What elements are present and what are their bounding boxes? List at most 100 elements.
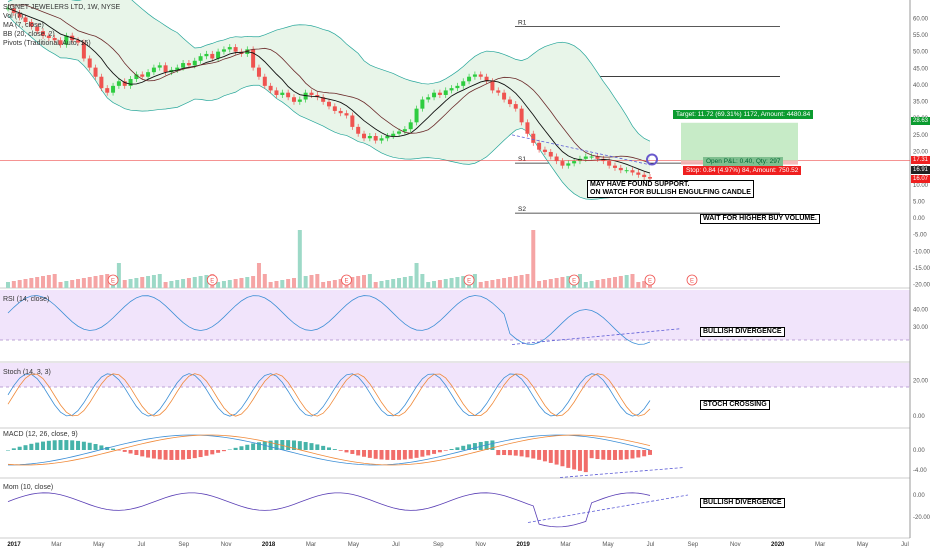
macd-histogram-bar [449, 448, 454, 450]
price-tick-label: -20.00 [913, 283, 931, 289]
earnings-marker-label: E [111, 279, 115, 285]
stoch-crossing-note: STOCH CROSSING [700, 400, 770, 410]
macd-histogram-bar [303, 442, 308, 450]
macd-histogram-bar [216, 450, 221, 453]
macd-histogram-bar [443, 450, 448, 451]
macd-histogram-bar [111, 448, 116, 450]
macd-panel-title[interactable]: MACD (12, 26, close, 9) [3, 431, 78, 438]
bb-legend[interactable]: BB (20, close, 2) [3, 31, 55, 38]
macd-histogram-bar [577, 450, 582, 471]
pivot-label-r1: R1 [518, 20, 527, 27]
rsi-panel-title[interactable]: RSI (14, close) [3, 296, 50, 303]
candle-body [350, 115, 355, 127]
volume-bar [607, 278, 612, 288]
volume-bar [583, 282, 588, 288]
macd-histogram-bar [291, 440, 296, 450]
candle-body [105, 88, 110, 93]
candle-body [542, 149, 547, 152]
volume-bar [198, 276, 203, 288]
stoch-band [0, 363, 910, 387]
macd-histogram-bar [595, 450, 600, 460]
earnings-marker-label: E [690, 279, 694, 285]
macd-histogram-bar [426, 450, 431, 456]
candle-body [344, 113, 349, 116]
macd-histogram-bar [163, 450, 168, 460]
mom-panel-title[interactable]: Mom (10, close) [3, 484, 54, 491]
macd-histogram-bar [367, 450, 372, 458]
macd-histogram-bar [630, 450, 635, 459]
candle-body [116, 81, 121, 86]
macd-histogram-bar [227, 449, 232, 450]
macd-histogram-bar [484, 441, 489, 450]
earnings-marker-label: E [467, 279, 471, 285]
stoch-panel-title[interactable]: Stoch (14, 3, 3) [3, 369, 51, 376]
volume-bar [455, 277, 460, 288]
macd-histogram-bar [612, 450, 617, 460]
volume-bar [227, 280, 232, 288]
symbol-legend[interactable]: SIGNET JEWELERS LTD, 1W, NYSE [3, 4, 121, 11]
macd-histogram-bar [461, 445, 466, 450]
candle-body [618, 167, 623, 171]
volume-bar [163, 282, 168, 288]
candle-body [29, 22, 34, 27]
volume-bar [70, 280, 75, 288]
macd-histogram-bar [502, 450, 507, 456]
volume-bar [618, 276, 623, 288]
macd-histogram-bar [350, 450, 355, 454]
candle-body [268, 85, 273, 91]
ma-legend[interactable]: MA (7, close) [3, 22, 44, 29]
candle-body [437, 92, 442, 95]
volume-bar [338, 279, 343, 288]
candle-body [642, 174, 647, 178]
earnings-marker-label: E [572, 279, 576, 285]
macd-histogram-bar [99, 445, 104, 450]
volume-bar [367, 274, 372, 288]
candle-body [449, 88, 454, 91]
volume-bar [391, 279, 396, 288]
price-tick-label: -15.00 [913, 266, 931, 272]
target-price-tag: 28.63 [911, 117, 931, 125]
macd-histogram-bar [151, 450, 156, 459]
target-zone [681, 122, 798, 161]
macd-tick-label: -4.00 [913, 468, 927, 474]
stop-label[interactable]: Stop: 0.84 (4.97%) 84, Amount: 750.52 [683, 166, 802, 175]
macd-histogram-bar [76, 440, 81, 450]
vol-legend[interactable]: Vol (7) [3, 13, 24, 20]
volume-bar [122, 280, 127, 288]
volume-bar [327, 281, 331, 288]
candle-body [122, 81, 127, 86]
volume-bar [256, 263, 261, 288]
earnings-marker-label: E [648, 279, 652, 285]
macd-histogram-bar [128, 450, 133, 454]
candle-body [23, 17, 28, 23]
macd-histogram-bar [198, 450, 203, 458]
current-price-tag: 17.31 [911, 156, 931, 164]
price-tick-label: 5.00 [913, 199, 925, 205]
pivots-legend[interactable]: Pivots (Traditional, Auto, 15) [3, 40, 91, 47]
mom-divergence-note: BULLISH DIVERGENCE [700, 498, 785, 508]
volume-bar [216, 282, 221, 288]
macd-histogram-bar [146, 450, 151, 458]
volume-bar [437, 280, 442, 288]
target-label[interactable]: Target: 11.72 (69.31%) 1172, Amount: 448… [673, 110, 814, 119]
candle-body [280, 92, 285, 95]
candle-body [414, 108, 419, 123]
volume-bar [140, 277, 145, 288]
macd-histogram-bar [332, 449, 337, 450]
mom-tick-label: 0.00 [913, 493, 925, 499]
time-axis-label: 2018 [262, 542, 276, 548]
candle-body [151, 67, 156, 73]
volume-note: WAIT FOR HIGHER BUY VOLUME. [700, 214, 820, 224]
candle-body [554, 156, 559, 162]
candle-body [93, 67, 98, 77]
macd-histogram-bar [169, 450, 174, 460]
volume-bar [379, 281, 384, 288]
time-axis-label: Jul [901, 542, 909, 548]
open-pnl-label[interactable]: Open P&L: 0.40, Qty: 297 [703, 157, 784, 166]
time-axis-label: Sep [433, 542, 444, 548]
volume-bar [134, 278, 139, 288]
pivot-label-s1: S1 [518, 156, 526, 163]
price-tick-label: 25.00 [913, 133, 929, 139]
earnings-marker-label: E [345, 279, 349, 285]
macd-histogram-bar [321, 445, 326, 450]
